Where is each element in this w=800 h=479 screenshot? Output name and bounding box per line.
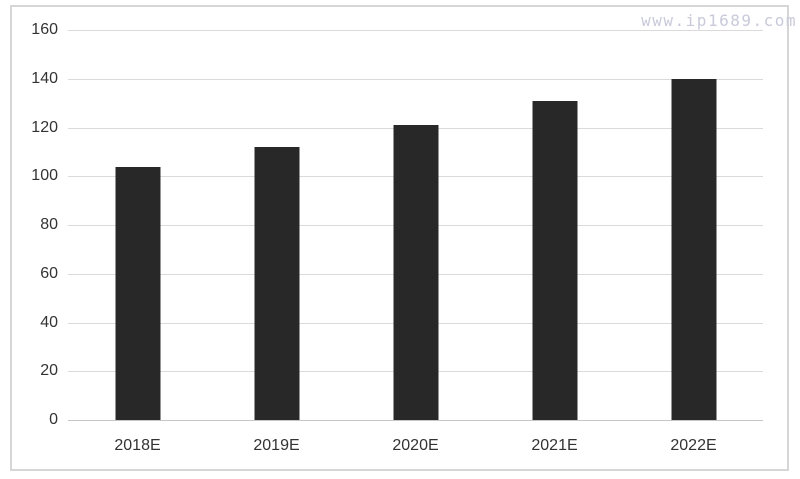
x-tick-label: 2020E: [392, 437, 439, 454]
y-tick-label: 160: [31, 21, 58, 38]
bar-2018E: [115, 166, 160, 420]
y-tick-label: 60: [40, 264, 58, 282]
bar-2020E: [393, 125, 438, 420]
bar-2022E: [671, 78, 716, 420]
x-tick-label: 2019E: [253, 437, 300, 454]
y-tick-label: 80: [40, 216, 58, 233]
gridline: [68, 78, 763, 80]
x-tick-label: 2022E: [670, 437, 717, 454]
x-axis-line: [68, 420, 763, 421]
bar-2021E: [532, 100, 577, 420]
x-tick-label: 2018E: [114, 437, 161, 454]
gridline: [68, 30, 763, 31]
watermark-text: www.ip1689.com: [641, 11, 797, 30]
y-tick-label: 100: [31, 167, 58, 185]
y-tick-label: 40: [40, 313, 58, 331]
y-tick-label: 0: [49, 411, 58, 428]
bar-2019E: [254, 147, 299, 420]
y-tick-label: 20: [40, 362, 58, 380]
x-tick-label: 2021E: [531, 437, 578, 454]
y-tick-label: 120: [31, 118, 58, 136]
y-tick-label: 140: [31, 69, 58, 87]
